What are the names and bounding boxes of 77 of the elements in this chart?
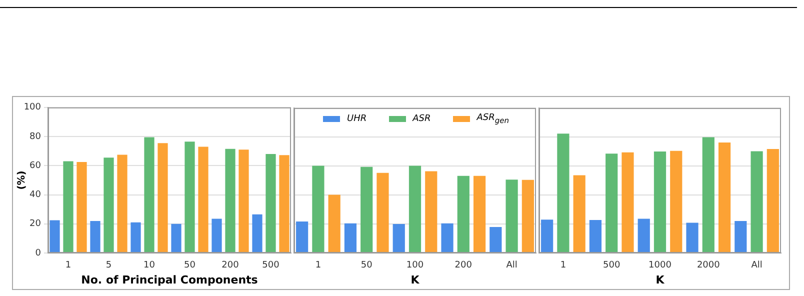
bar: [266, 154, 276, 252]
bar: [490, 227, 502, 252]
bar: [408, 166, 422, 252]
bar: [171, 224, 182, 252]
x-tick-label: 500: [603, 260, 620, 271]
x-tick-label: 50: [184, 260, 196, 271]
bar: [252, 214, 262, 252]
bar: [117, 154, 128, 252]
x-tick-label: 1: [65, 260, 72, 271]
bar: [654, 152, 666, 252]
bar: [212, 218, 222, 252]
x-tick-label: 1: [315, 260, 322, 271]
bar: [130, 222, 141, 252]
bar: [184, 142, 195, 252]
x-tick-label: 100: [406, 260, 424, 271]
bar: [766, 149, 779, 252]
x-tick-label: 2000: [696, 260, 720, 271]
x-tick-label: 5: [106, 260, 112, 271]
bar: [473, 176, 486, 252]
x-axis-title: K: [410, 273, 420, 286]
x-tick-label: All: [751, 260, 762, 271]
bar: [750, 151, 763, 252]
x-tick-label: 50: [360, 260, 373, 271]
bar: [344, 223, 357, 252]
x-tick-label: 500: [262, 260, 280, 271]
bar: [670, 150, 682, 252]
legend-label: UHR: [347, 114, 367, 124]
x-tick-label: 10: [144, 260, 156, 271]
y-axis-title: (%): [16, 170, 28, 190]
bar: [296, 222, 308, 252]
y-tick-label: 80: [30, 132, 42, 142]
bar: [573, 175, 586, 252]
x-tick-label: 200: [454, 260, 472, 271]
bar: [425, 171, 438, 252]
bar: [686, 222, 698, 252]
bar: [506, 180, 518, 252]
bar: [718, 142, 731, 252]
bar: [392, 224, 405, 252]
bar: [279, 155, 290, 252]
bar: [622, 152, 634, 252]
x-tick-label: 1: [560, 260, 566, 271]
x-tick-label: 1000: [648, 260, 672, 271]
bar: [457, 176, 470, 252]
legend-label: ASR$_{gen}$: [476, 113, 509, 125]
bar: [63, 161, 74, 252]
bar: [198, 146, 208, 252]
bar: [144, 137, 154, 252]
bar: [589, 220, 602, 252]
bar: [522, 180, 534, 252]
y-tick-label: 40: [30, 190, 42, 200]
x-axis-title: K: [656, 273, 665, 286]
bar: [734, 220, 747, 252]
y-tick-label: 100: [24, 102, 42, 113]
bar: [557, 134, 570, 252]
legend-label: ASR: [412, 114, 431, 124]
bar: [360, 166, 373, 252]
y-tick-label: 0: [35, 248, 42, 258]
x-tick-label: 200: [222, 260, 240, 271]
bar: [441, 223, 454, 252]
bar: [312, 166, 324, 252]
bar: [76, 162, 87, 252]
bar: [90, 220, 100, 252]
bar: [702, 137, 714, 252]
y-tick-label: 60: [30, 160, 42, 171]
bar: [104, 158, 114, 252]
y-tick-label: 20: [30, 219, 42, 230]
bar: [376, 172, 389, 252]
bar: [638, 218, 650, 252]
bar: [238, 150, 249, 252]
bar: [225, 148, 236, 252]
bar: [328, 194, 340, 252]
bar: [50, 220, 60, 252]
x-tick-label: All: [506, 260, 518, 271]
bar: [606, 154, 618, 252]
bar: [158, 143, 168, 252]
bar: [541, 220, 554, 252]
x-axis-title: No. of Principal Components: [81, 273, 258, 286]
